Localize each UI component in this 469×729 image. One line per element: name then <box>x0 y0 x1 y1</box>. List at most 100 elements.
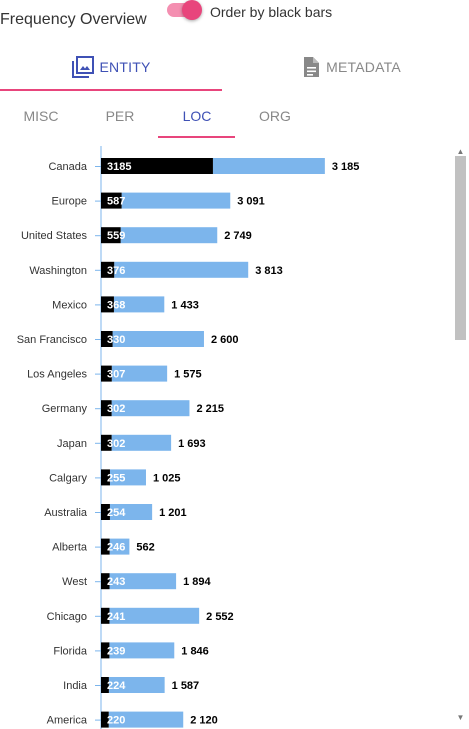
total-bar <box>113 296 165 313</box>
frequency-chart: Canada 3185 3 185 Europe 587 3 091 United Stat… <box>0 140 469 729</box>
scrollbar[interactable]: ▲ ▼ <box>452 146 469 722</box>
black-bar <box>101 504 110 520</box>
category-label: Mexico <box>52 299 87 311</box>
black-bar-label: 254 <box>107 507 126 519</box>
total-label: 3 185 <box>332 161 360 173</box>
image-gallery-icon <box>71 56 94 78</box>
tab-entity-label: ENTITY <box>99 59 151 75</box>
page-title: Frequency Overview <box>0 11 147 28</box>
category-label: Chicago <box>47 611 87 623</box>
total-bar <box>212 158 325 174</box>
order-toggle[interactable] <box>167 0 207 22</box>
black-bar-label: 224 <box>107 680 126 692</box>
sub-tab-indicator <box>158 136 235 138</box>
total-bar <box>109 573 177 590</box>
main-tab-indicator <box>0 89 222 91</box>
black-bar <box>101 261 115 278</box>
category-label: India <box>63 680 88 692</box>
document-icon <box>304 57 320 77</box>
total-bar <box>114 261 249 278</box>
total-bar <box>111 365 168 382</box>
black-bar-label: 587 <box>107 196 125 208</box>
bar-chart-svg: Canada 3185 3 185 Europe 587 3 091 United Stat… <box>17 146 360 729</box>
tab-metadata[interactable]: METADATA <box>234 44 469 90</box>
sub-tabs: MISC PER LOC ORG <box>0 98 469 140</box>
total-bar <box>109 469 146 486</box>
total-bar <box>109 607 200 624</box>
black-bar <box>101 434 112 451</box>
total-label: 1 587 <box>172 680 200 692</box>
category-label: West <box>62 576 87 588</box>
black-bar-label: 559 <box>107 230 125 242</box>
black-bar <box>101 331 113 347</box>
black-bar <box>101 400 112 417</box>
black-bar-label: 376 <box>107 265 125 277</box>
total-bar <box>108 677 165 693</box>
category-label: Japan <box>57 438 87 450</box>
black-bar-label: 302 <box>107 438 125 450</box>
category-label: Washington <box>29 265 87 277</box>
category-label: Florida <box>53 645 88 657</box>
black-bar <box>101 365 112 382</box>
subtab-misc[interactable]: MISC <box>23 108 59 124</box>
tab-metadata-label: METADATA <box>326 59 401 75</box>
total-bar <box>111 400 190 417</box>
scroll-down-arrow-icon[interactable]: ▼ <box>456 712 465 722</box>
tab-entity[interactable]: ENTITY <box>0 44 222 90</box>
total-label: 562 <box>136 542 154 554</box>
header: Frequency Overview Order by black bars <box>0 0 469 40</box>
total-label: 2 120 <box>190 715 218 727</box>
total-bar <box>109 642 175 659</box>
subtab-per[interactable]: PER <box>105 108 135 124</box>
total-label: 2 552 <box>206 611 234 623</box>
black-bar-label: 246 <box>107 542 125 554</box>
scroll-thumb[interactable] <box>455 156 466 340</box>
category-label: Canada <box>48 161 87 173</box>
black-bar-label: 241 <box>107 611 125 623</box>
total-label: 2 215 <box>196 403 224 415</box>
black-bar <box>101 642 110 659</box>
total-bar <box>109 504 153 520</box>
category-label: America <box>47 715 88 727</box>
total-label: 2 749 <box>224 230 252 242</box>
total-label: 1 201 <box>159 507 187 519</box>
total-bar <box>120 227 218 244</box>
black-bar <box>101 296 114 313</box>
black-bar-label: 368 <box>107 299 125 311</box>
black-bar <box>101 158 213 174</box>
toggle-thumb[interactable] <box>182 0 202 20</box>
total-bar <box>108 711 184 728</box>
total-label: 2 600 <box>211 334 239 346</box>
category-label: Los Angeles <box>27 369 87 381</box>
category-label: Europe <box>52 196 87 208</box>
subtab-org[interactable]: ORG <box>259 108 291 124</box>
black-bar-label: 307 <box>107 369 125 381</box>
total-label: 3 813 <box>255 265 283 277</box>
total-bar <box>109 538 130 555</box>
black-bar <box>101 538 110 555</box>
toggle-label: Order by black bars <box>210 4 333 20</box>
category-label: Calgary <box>49 472 87 484</box>
black-bar-label: 255 <box>107 472 125 484</box>
total-label: 3 091 <box>237 196 265 208</box>
main-tabs: ENTITY METADATA <box>0 44 469 92</box>
total-label: 1 575 <box>174 369 202 381</box>
subtab-loc[interactable]: LOC <box>182 108 212 124</box>
black-bar <box>101 677 109 693</box>
category-label: San Francisco <box>17 334 87 346</box>
category-label: Australia <box>44 507 88 519</box>
category-label: United States <box>21 230 88 242</box>
black-bar <box>101 573 110 590</box>
black-bar-label: 220 <box>107 715 125 727</box>
black-bar <box>101 607 110 624</box>
total-bar <box>112 331 204 347</box>
black-bar-label: 243 <box>107 576 125 588</box>
black-bar-label: 330 <box>107 334 125 346</box>
black-bar-label: 239 <box>107 645 125 657</box>
black-bar-label: 3185 <box>107 161 131 173</box>
total-bar <box>111 434 172 451</box>
black-bar-label: 302 <box>107 403 125 415</box>
black-bar <box>101 711 109 728</box>
black-bar <box>101 469 110 486</box>
scroll-up-arrow-icon[interactable]: ▲ <box>456 146 465 156</box>
